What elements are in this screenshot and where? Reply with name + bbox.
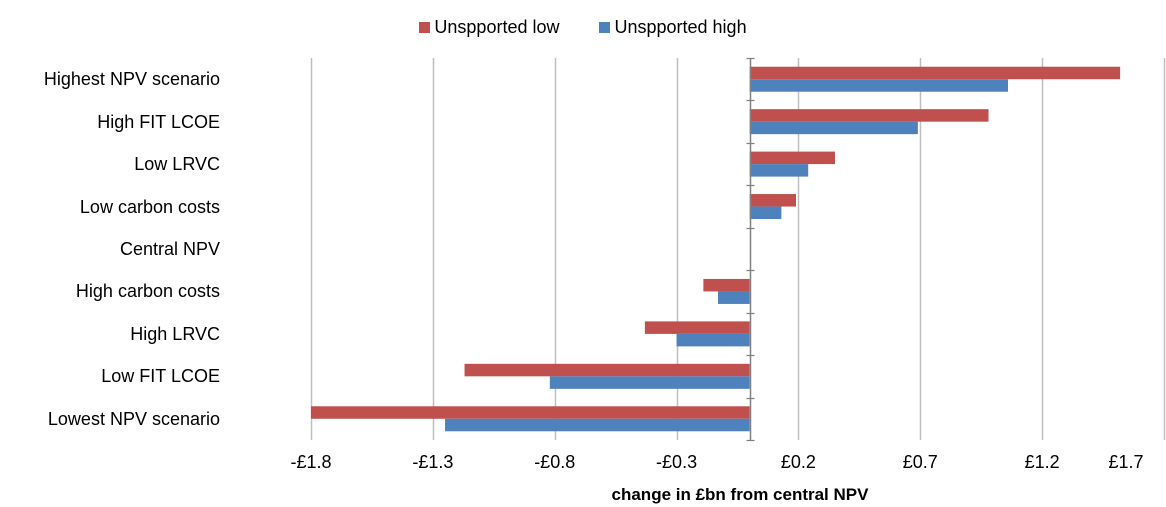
- bar-unsupported-high-1: [749, 121, 918, 135]
- x-tick-label-6: £1.2: [1024, 452, 1060, 472]
- x-tick-label-5: £0.7: [902, 452, 938, 472]
- y-tick-label-6: High LRVC: [130, 323, 220, 344]
- bar-unsupported-low-3: [749, 194, 796, 207]
- bar-unsupported-low-5: [703, 278, 750, 292]
- x-tick-label-1: -£1.3: [412, 452, 454, 472]
- legend-swatch-unsupported-high: [599, 21, 611, 33]
- bar-unsupported-high-2: [749, 164, 809, 177]
- x-axis-title: change in £bn from central NPV: [611, 485, 869, 504]
- bar-unsupported-high-0: [749, 79, 1009, 92]
- x-tick-label-0: -£1.8: [290, 452, 332, 472]
- chart-legend: Unspported low Unspported high: [0, 14, 1166, 40]
- bar-unsupported-low-1: [749, 109, 989, 122]
- bar-unsupported-low-2: [749, 151, 835, 165]
- bar-unsupported-low-8: [311, 406, 750, 419]
- bar-unsupported-high-5: [718, 291, 750, 304]
- x-tick-label-7: £1.7: [1108, 452, 1144, 472]
- x-tick-label-3: -£0.3: [656, 452, 698, 472]
- legend-label-unsupported-low: Unspported low: [434, 16, 560, 37]
- bar-unsupported-low-7: [464, 363, 750, 377]
- y-tick-label-8: Lowest NPV scenario: [47, 408, 220, 429]
- y-tick-label-2: Low LRVC: [134, 154, 220, 175]
- bar-unsupported-low-0: [749, 66, 1121, 80]
- bar-unsupported-high-6: [676, 333, 750, 347]
- y-tick-label-3: Low carbon costs: [79, 196, 220, 217]
- y-tick-label-7: Low FIT LCOE: [101, 366, 220, 387]
- y-tick-label-0: Highest NPV scenario: [43, 69, 220, 90]
- bar-unsupported-high-7: [549, 376, 750, 389]
- x-tick-label-2: -£0.8: [534, 452, 576, 472]
- bar-unsupported-low-6: [644, 321, 750, 334]
- legend-item-unsupported-low: Unspported low: [419, 17, 559, 38]
- legend-item-unsupported-high: Unspported high: [599, 16, 747, 38]
- y-tick-label-4: Central NPV: [119, 239, 220, 259]
- x-tick-label-4: £0.2: [780, 452, 816, 472]
- y-tick-label-1: High FIT LCOE: [97, 111, 220, 132]
- legend-swatch-unsupported-low: [419, 21, 431, 33]
- bar-unsupported-high-8: [445, 418, 750, 432]
- y-tick-label-5: High carbon costs: [75, 281, 220, 302]
- bar-unsupported-high-3: [749, 206, 782, 220]
- legend-label-unsupported-high: Unspported high: [614, 16, 747, 37]
